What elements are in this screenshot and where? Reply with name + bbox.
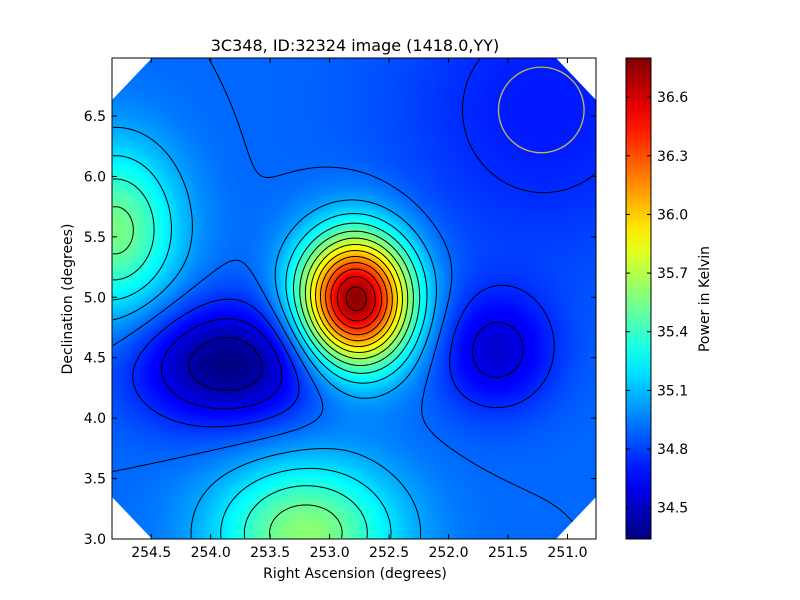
y-tick-label: 6.5 <box>84 109 106 125</box>
colorbar-tick-label: 35.7 <box>657 266 688 282</box>
contour-level-35.20 <box>112 155 428 539</box>
colorbar-tick-label: 34.8 <box>657 442 688 458</box>
x-tick-label: 253.5 <box>250 545 290 561</box>
colorbar-tick-label: 35.1 <box>657 383 688 399</box>
contour-level-34.90 <box>112 58 585 539</box>
chart-title: 3C348, ID:32324 image (1418.0,YY) <box>211 36 500 55</box>
contour-level-36.40 <box>330 268 383 329</box>
colorbar-tick-label: 36.6 <box>657 90 688 106</box>
y-tick-label: 5.0 <box>84 290 106 306</box>
x-tick-label: 252.0 <box>428 545 468 561</box>
contour-level-35.35 <box>112 178 421 539</box>
colorbar-tick-label: 35.4 <box>657 325 688 341</box>
beam-circle <box>497 66 585 154</box>
colorbar-frame <box>625 57 652 540</box>
contour-level-35.80 <box>310 244 403 353</box>
y-tick-label: 6.0 <box>84 169 106 185</box>
contour-level-35.95 <box>315 250 398 347</box>
contour-lines <box>112 58 596 539</box>
y-tick-label: 5.5 <box>84 230 106 246</box>
y-tick-label: 4.0 <box>84 411 106 427</box>
y-tick-label: 4.5 <box>84 351 106 367</box>
contour-level-35.50 <box>112 206 414 539</box>
contour-level-35.65 <box>304 237 409 360</box>
contour-level-34.75 <box>132 58 596 428</box>
x-tick-label: 254.5 <box>131 545 171 561</box>
colorbar-tick-label: 36.3 <box>657 149 688 165</box>
x-tick-label: 253.0 <box>310 545 350 561</box>
contour-level-36.10 <box>320 256 393 342</box>
colorbar-tick-label: 36.0 <box>657 207 688 223</box>
x-tick-label: 252.5 <box>369 545 409 561</box>
contour-level-35.05 <box>112 126 437 539</box>
x-tick-label: 251.5 <box>488 545 528 561</box>
plot-area <box>112 58 596 539</box>
x-axis-label: Right Ascension (degrees) <box>263 566 447 582</box>
y-axis: 3.0 3.5 4.0 4.5 5.0 5.5 6.0 6.5 <box>84 109 596 548</box>
heatmap-image <box>112 58 596 539</box>
y-tick-label: 3.5 <box>84 472 106 488</box>
contour-level-34.45 <box>188 337 263 391</box>
plot-frame <box>111 57 597 540</box>
x-tick-label: 254.0 <box>191 545 231 561</box>
colorbar-label: Power in Kelvin <box>697 246 713 352</box>
colorbar-ticks: 34.5 34.8 35.1 35.4 35.7 36.0 36.3 36.6 <box>626 90 688 517</box>
contour-level-36.25 <box>325 262 388 336</box>
x-tick-label: 251.0 <box>547 545 587 561</box>
y-axis-label: Declination (degrees) <box>60 224 76 375</box>
contour-level-36.55 <box>336 276 376 322</box>
colorbar-fill <box>626 58 651 539</box>
x-axis: 254.5 254.0 253.5 253.0 252.5 252.0 251.5 251.0 <box>131 58 588 561</box>
y-tick-label: 3.0 <box>84 532 106 548</box>
colorbar: 34.5 34.8 35.1 35.4 35.7 36.0 36.3 36.6 Power i… <box>625 57 713 540</box>
contour-level-34.60 <box>161 318 524 410</box>
contour-level-36.70 <box>345 286 367 312</box>
colorbar-tick-label: 34.5 <box>657 501 688 517</box>
